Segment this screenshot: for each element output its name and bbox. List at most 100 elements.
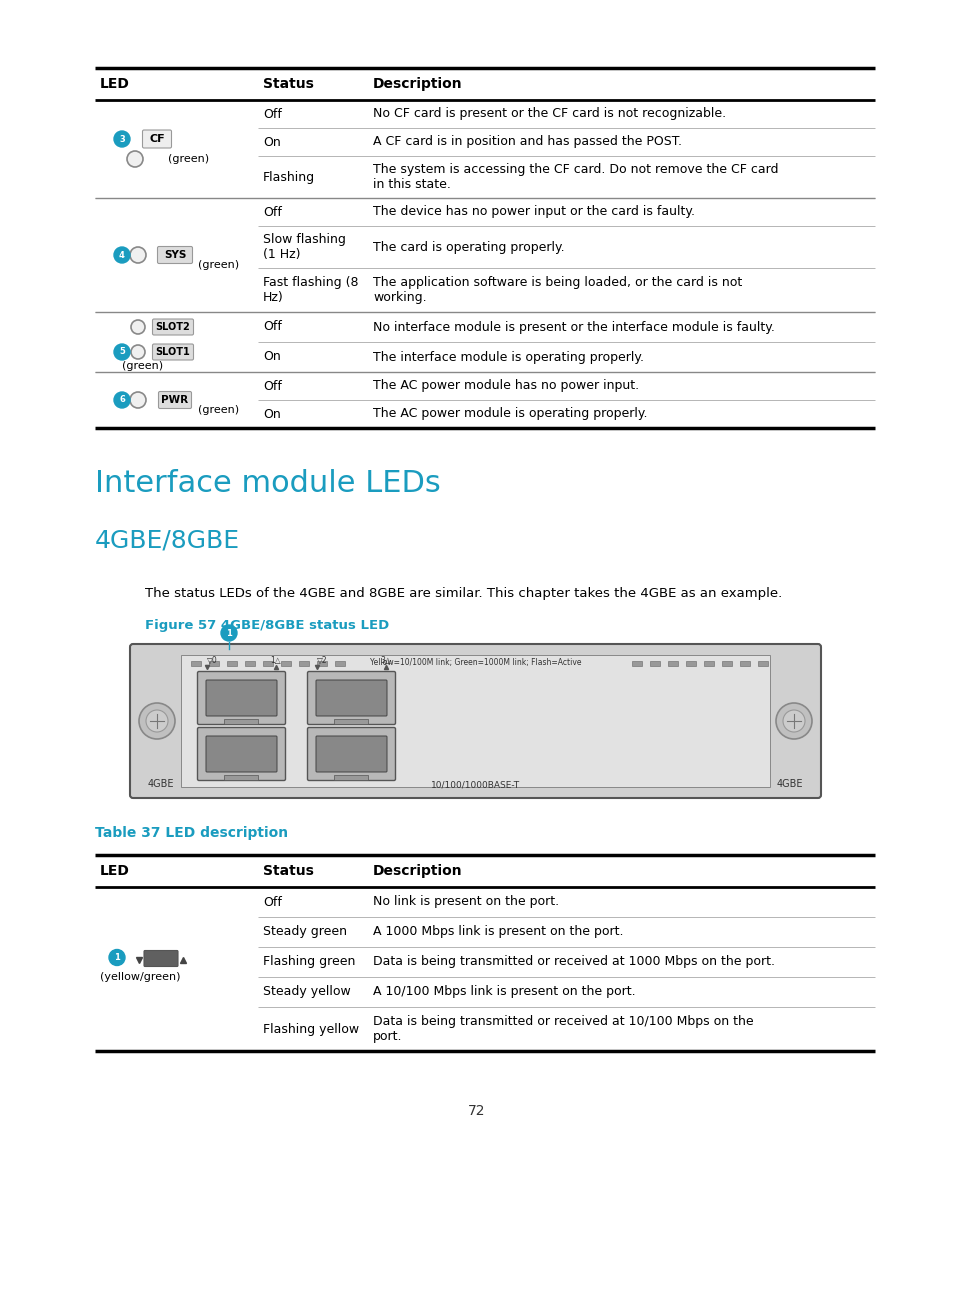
FancyBboxPatch shape — [197, 671, 285, 724]
Text: 4GBE: 4GBE — [148, 779, 174, 789]
FancyBboxPatch shape — [315, 680, 387, 715]
Text: 4GBE: 4GBE — [776, 779, 802, 789]
Text: Flashing: Flashing — [263, 171, 314, 184]
FancyBboxPatch shape — [142, 130, 172, 148]
Text: 1: 1 — [226, 629, 232, 638]
Text: Off: Off — [263, 320, 281, 333]
Text: The device has no power input or the card is faulty.: The device has no power input or the car… — [373, 206, 695, 219]
Text: Off: Off — [263, 108, 281, 121]
Circle shape — [113, 343, 130, 360]
Bar — [224, 719, 258, 724]
Circle shape — [109, 950, 125, 966]
Text: No link is present on the port.: No link is present on the port. — [373, 896, 558, 908]
Bar — [181, 654, 769, 787]
Circle shape — [131, 345, 145, 359]
Bar — [245, 661, 254, 666]
Text: Off: Off — [263, 380, 281, 393]
Text: On: On — [263, 350, 280, 363]
Text: LED: LED — [100, 76, 130, 91]
Text: Steady yellow: Steady yellow — [263, 985, 351, 998]
Bar — [721, 661, 731, 666]
FancyBboxPatch shape — [152, 319, 193, 334]
Bar — [335, 719, 368, 724]
FancyBboxPatch shape — [315, 736, 387, 772]
Text: Status: Status — [263, 76, 314, 91]
Text: (yellow/green): (yellow/green) — [100, 972, 180, 982]
FancyBboxPatch shape — [157, 246, 193, 263]
Circle shape — [146, 710, 168, 732]
Bar — [758, 661, 767, 666]
Bar — [298, 661, 309, 666]
Bar — [263, 661, 273, 666]
Bar — [667, 661, 678, 666]
Circle shape — [775, 702, 811, 739]
Text: The interface module is operating properly.: The interface module is operating proper… — [373, 350, 643, 363]
Text: LED: LED — [100, 864, 130, 877]
Circle shape — [131, 320, 145, 334]
Text: SYS: SYS — [164, 250, 186, 260]
Circle shape — [221, 625, 236, 642]
Text: The AC power module is operating properly.: The AC power module is operating properl… — [373, 407, 647, 420]
Text: ▽0: ▽0 — [207, 656, 217, 665]
Text: ▽2: ▽2 — [316, 656, 327, 665]
Bar — [281, 661, 291, 666]
Text: A 10/100 Mbps link is present on the port.: A 10/100 Mbps link is present on the por… — [373, 985, 635, 998]
Text: Slow flashing
(1 Hz): Slow flashing (1 Hz) — [263, 233, 346, 260]
Text: Figure 57 4GBE/8GBE status LED: Figure 57 4GBE/8GBE status LED — [145, 618, 389, 631]
Text: The card is operating properly.: The card is operating properly. — [373, 241, 564, 254]
Text: 72: 72 — [468, 1104, 485, 1118]
Text: 4: 4 — [119, 250, 125, 259]
FancyBboxPatch shape — [130, 644, 821, 798]
Text: (green): (green) — [198, 260, 239, 270]
Circle shape — [113, 248, 130, 263]
Text: Description: Description — [373, 864, 462, 877]
Circle shape — [113, 391, 130, 408]
Text: Yellow=10/100M link; Green=1000M link; Flash=Active: Yellow=10/100M link; Green=1000M link; F… — [370, 658, 580, 667]
Bar — [685, 661, 696, 666]
Bar — [740, 661, 749, 666]
Text: Description: Description — [373, 76, 462, 91]
Text: Flashing yellow: Flashing yellow — [263, 1023, 358, 1036]
FancyBboxPatch shape — [307, 727, 395, 780]
Text: The AC power module has no power input.: The AC power module has no power input. — [373, 380, 639, 393]
Text: Table 37 LED description: Table 37 LED description — [95, 826, 288, 840]
FancyBboxPatch shape — [206, 680, 276, 715]
FancyBboxPatch shape — [197, 727, 285, 780]
Text: SLOT2: SLOT2 — [155, 321, 191, 332]
Bar — [224, 775, 258, 780]
Bar — [703, 661, 713, 666]
Text: On: On — [263, 136, 280, 149]
Bar — [316, 661, 327, 666]
Circle shape — [782, 710, 804, 732]
Text: (green): (green) — [198, 404, 239, 415]
FancyBboxPatch shape — [307, 671, 395, 724]
Text: Off: Off — [263, 896, 281, 908]
Text: Flashing green: Flashing green — [263, 955, 355, 968]
Text: The status LEDs of the 4GBE and 8GBE are similar. This chapter takes the 4GBE as: The status LEDs of the 4GBE and 8GBE are… — [145, 587, 781, 600]
Text: The application software is being loaded, or the card is not
working.: The application software is being loaded… — [373, 276, 741, 305]
Text: No interface module is present or the interface module is faulty.: No interface module is present or the in… — [373, 320, 774, 333]
Bar — [209, 661, 219, 666]
Bar — [335, 775, 368, 780]
Text: CF: CF — [149, 133, 165, 144]
Text: SLOT1: SLOT1 — [155, 347, 191, 356]
Circle shape — [127, 152, 143, 167]
Text: 4GBE/8GBE: 4GBE/8GBE — [95, 529, 240, 553]
Text: Interface module LEDs: Interface module LEDs — [95, 468, 440, 498]
Circle shape — [113, 131, 130, 146]
FancyBboxPatch shape — [158, 391, 192, 408]
Circle shape — [139, 702, 174, 739]
Text: Off: Off — [263, 206, 281, 219]
Bar — [191, 661, 201, 666]
Text: The system is accessing the CF card. Do not remove the CF card
in this state.: The system is accessing the CF card. Do … — [373, 163, 778, 191]
FancyBboxPatch shape — [152, 343, 193, 360]
Text: Data is being transmitted or received at 10/100 Mbps on the
port.: Data is being transmitted or received at… — [373, 1015, 753, 1043]
Text: (green): (green) — [122, 362, 163, 371]
Text: 1: 1 — [114, 953, 120, 962]
Text: 3: 3 — [119, 135, 125, 144]
FancyBboxPatch shape — [206, 736, 276, 772]
Text: No CF card is present or the CF card is not recognizable.: No CF card is present or the CF card is … — [373, 108, 725, 121]
Circle shape — [130, 248, 146, 263]
Bar — [227, 661, 236, 666]
Text: A 1000 Mbps link is present on the port.: A 1000 Mbps link is present on the port. — [373, 925, 623, 938]
